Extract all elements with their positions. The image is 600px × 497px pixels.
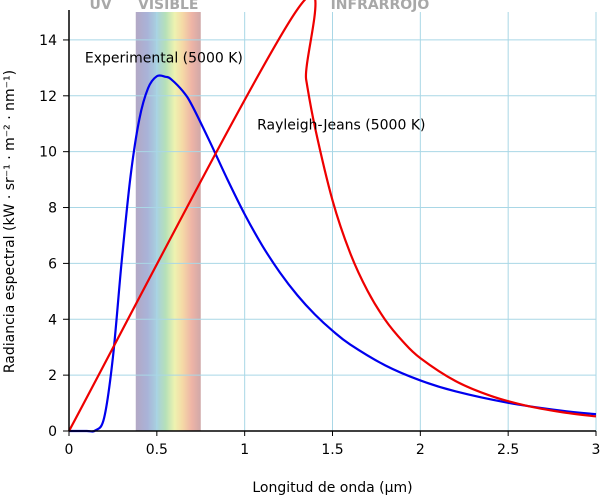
x-tick-label: 3 — [592, 442, 600, 458]
x-tick-label: 1 — [240, 442, 249, 458]
y-tick-label: 4 — [48, 312, 57, 328]
x-tick-label: 1.5 — [321, 442, 343, 458]
x-tick-label: 0.5 — [146, 442, 168, 458]
x-tick-labels: 0 0.5 1 1.5 2 2.5 3 — [65, 431, 600, 458]
y-tick-label: 0 — [48, 424, 57, 440]
region-label-infrarrojo: INFRARROJO — [331, 0, 430, 13]
grid-lines — [69, 12, 597, 431]
y-axis-title: Radiancia espectral (kW · sr⁻¹ · m⁻² · n… — [2, 70, 18, 373]
x-axis-title: Longitud de onda (µm) — [252, 480, 412, 496]
series-line-rayleigh-jeans — [68, 0, 597, 432]
x-tick-label: 2.5 — [497, 442, 519, 458]
annotation-experimental: Experimental (5000 K) — [85, 50, 243, 66]
series-line-experimental — [68, 74, 597, 433]
visible-spectrum-band — [135, 12, 201, 431]
series-layer — [68, 0, 597, 433]
y-tick-label: 8 — [48, 201, 57, 217]
series-annotations: Experimental (5000 K) Rayleigh-Jeans (500… — [85, 50, 426, 133]
y-tick-label: 12 — [39, 89, 57, 105]
y-tick-label: 2 — [48, 368, 57, 384]
y-tick-label: 10 — [39, 145, 57, 161]
region-label-uv: UV — [90, 0, 112, 13]
x-tick-label: 0 — [65, 442, 74, 458]
y-tick-label: 14 — [39, 33, 57, 49]
region-labels: UV VISIBLE INFRARROJO — [90, 0, 430, 13]
y-tick-label: 6 — [48, 256, 57, 272]
annotation-rayleigh-jeans: Rayleigh-Jeans (5000 K) — [257, 117, 425, 133]
y-tick-labels: 0 2 4 6 8 10 12 14 — [39, 33, 69, 440]
x-tick-label: 2 — [416, 442, 425, 458]
region-label-visible: VISIBLE — [138, 0, 199, 13]
